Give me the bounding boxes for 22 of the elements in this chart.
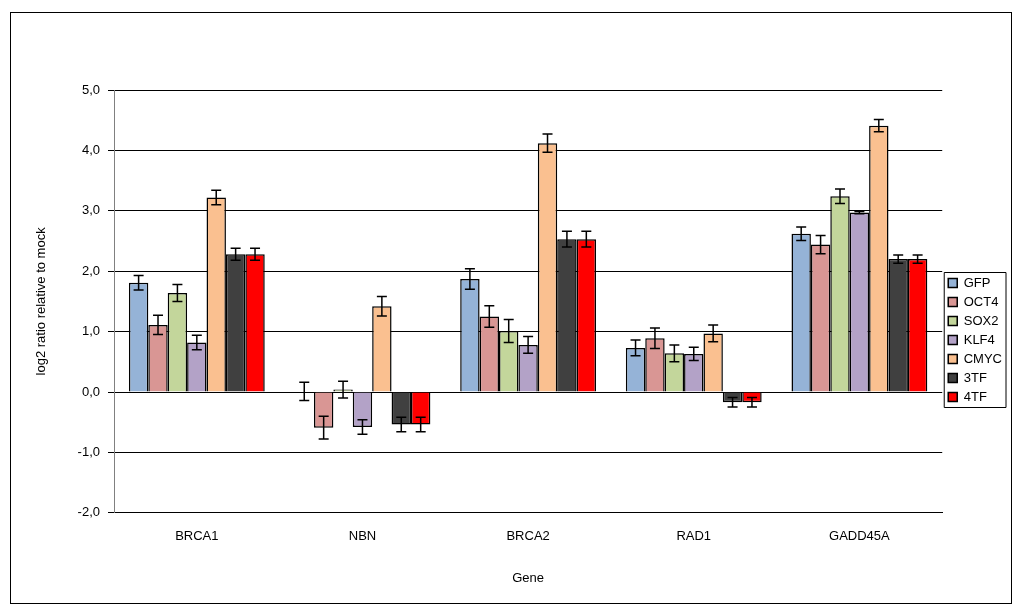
y-tick-label: 2,0 <box>81 262 100 278</box>
x-tick-label: BRCA2 <box>506 528 550 544</box>
legend-label: 3TF <box>963 369 987 385</box>
y-tick-label: -1,0 <box>77 443 100 459</box>
y-tick-label: 4,0 <box>81 141 100 157</box>
y-tick-label: 0,0 <box>81 383 100 399</box>
legend-label: SOX2 <box>963 312 999 328</box>
x-axis-title: Gene <box>512 569 545 585</box>
y-tick-label: 3,0 <box>81 202 100 218</box>
y-axis-title: log2 ratio relative to mock <box>33 226 49 376</box>
legend-label: CMYC <box>963 350 1002 366</box>
legend-label: KLF4 <box>963 331 995 347</box>
y-tick-label: 5,0 <box>81 81 100 97</box>
x-tick-label: BRCA1 <box>175 528 219 544</box>
x-tick-label: GADD45A <box>829 528 891 544</box>
y-tick-label: 1,0 <box>81 323 100 339</box>
legend-label: GFP <box>963 274 991 290</box>
x-tick-label: NBN <box>348 528 377 544</box>
x-tick-label: RAD1 <box>676 528 712 544</box>
y-tick-label: -2,0 <box>77 504 100 520</box>
legend-label: OCT4 <box>963 293 999 309</box>
legend-label: 4TF <box>963 388 987 404</box>
